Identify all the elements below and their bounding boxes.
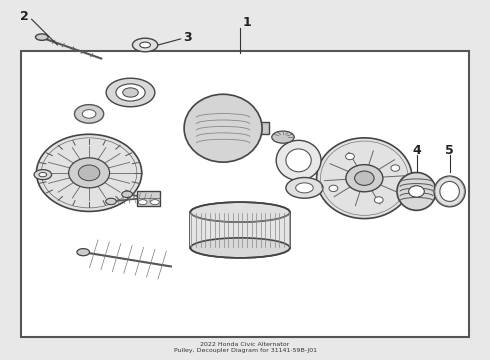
Ellipse shape [106,198,116,204]
Bar [137,191,160,206]
Ellipse shape [286,177,323,198]
Circle shape [36,134,142,211]
Circle shape [409,186,424,197]
Ellipse shape [272,131,294,143]
Ellipse shape [122,88,138,97]
Circle shape [374,197,383,203]
Ellipse shape [184,94,262,162]
Ellipse shape [295,183,313,193]
Ellipse shape [77,249,90,256]
Ellipse shape [122,191,132,198]
Ellipse shape [82,110,96,118]
Ellipse shape [150,200,159,204]
Ellipse shape [276,140,321,180]
Bar [191,212,290,248]
Ellipse shape [74,105,104,123]
Text: 5: 5 [445,144,454,157]
Ellipse shape [138,200,147,204]
Circle shape [391,165,400,171]
Ellipse shape [191,238,290,258]
Circle shape [345,153,354,160]
Text: 3: 3 [183,31,192,44]
Text: 2: 2 [21,10,29,23]
Ellipse shape [132,38,158,52]
Circle shape [329,185,338,192]
Circle shape [355,171,374,185]
Text: 2022 Honda Civic Alternator
Pulley, Decoupler Diagram for 31141-59B-J01: 2022 Honda Civic Alternator Pulley, Deco… [173,342,317,353]
Ellipse shape [116,84,145,101]
Ellipse shape [39,172,47,177]
Circle shape [78,165,100,181]
Ellipse shape [397,172,436,210]
Text: 4: 4 [412,144,421,157]
Ellipse shape [106,78,155,107]
Circle shape [69,158,110,188]
Circle shape [346,165,383,192]
Ellipse shape [286,149,311,172]
Ellipse shape [317,138,412,219]
Ellipse shape [34,170,51,180]
Ellipse shape [191,202,290,222]
Text: 1: 1 [243,16,252,29]
Ellipse shape [434,176,465,207]
Bar [21,51,469,337]
Ellipse shape [140,42,150,48]
Bar [225,122,270,134]
Ellipse shape [35,34,48,40]
Ellipse shape [440,181,460,202]
